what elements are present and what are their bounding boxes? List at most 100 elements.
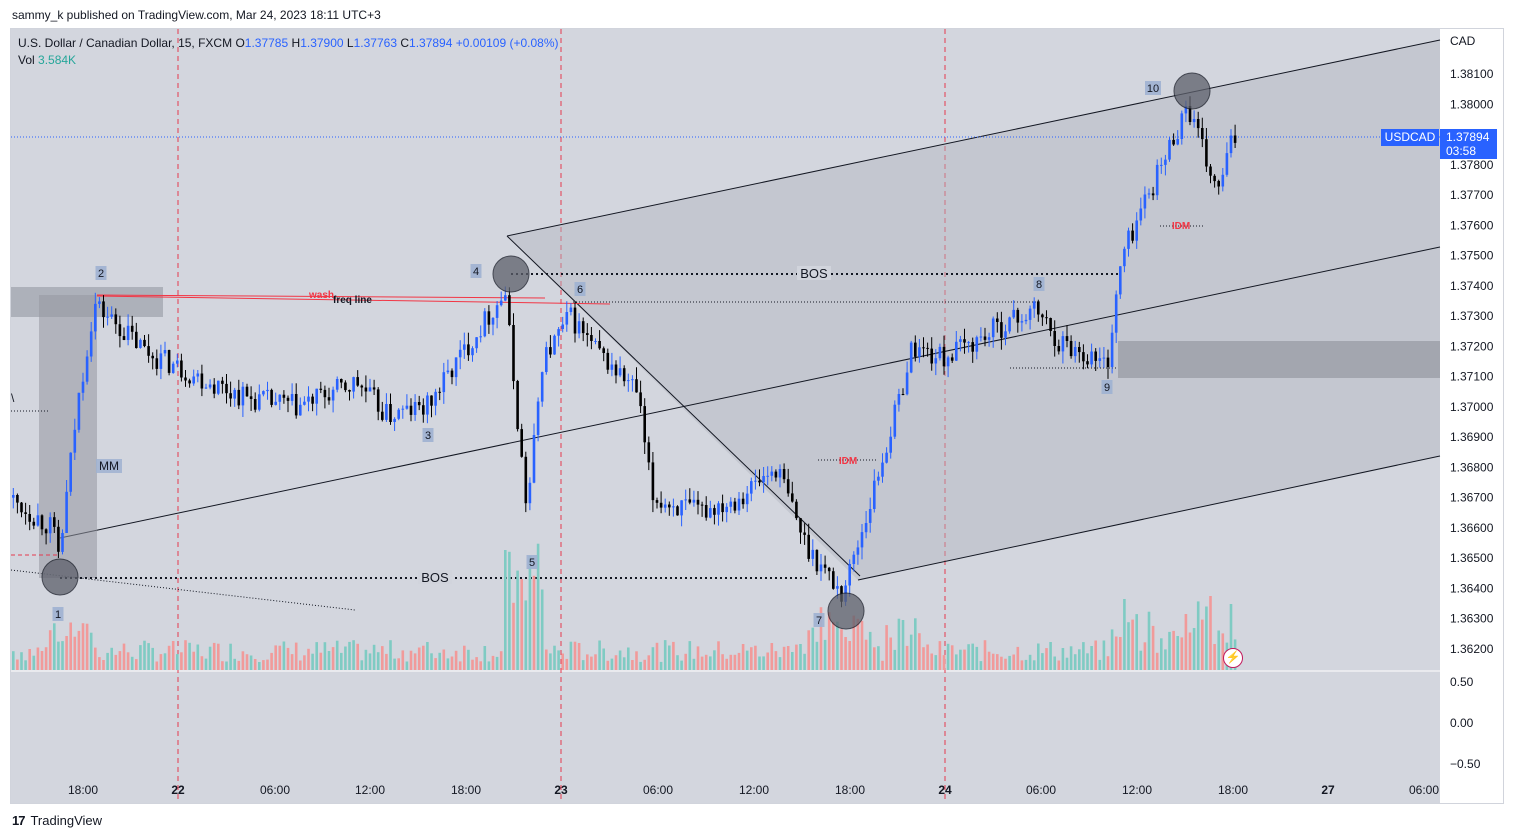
candle-body (253, 399, 257, 410)
volume-tick-label: −0.50 (1450, 757, 1481, 771)
candle-body (877, 476, 880, 481)
candle-body (1221, 174, 1225, 187)
candle-body (16, 495, 19, 503)
volume-bar (864, 639, 868, 670)
volume-bar (774, 651, 778, 670)
candle-body (791, 493, 794, 502)
volume-bar (832, 621, 835, 670)
candle-body (1008, 317, 1011, 332)
volume-bar (581, 660, 585, 670)
candle-body (356, 377, 359, 386)
volume-bar (737, 652, 741, 670)
volume-bar (909, 634, 913, 670)
volume-bar (405, 661, 409, 670)
candle-body (897, 394, 901, 405)
candle-body (249, 396, 253, 399)
volume-bar (741, 644, 745, 670)
candle-body (823, 564, 827, 568)
candle-body (1139, 208, 1143, 221)
volume-bar (836, 621, 839, 670)
candle-body (1180, 113, 1184, 139)
candle-body (909, 342, 913, 373)
candle-body (709, 508, 712, 518)
volume-bar (204, 658, 208, 670)
volume-bar (766, 652, 769, 670)
time-tick-label: 18:00 (835, 783, 865, 797)
volume-bar (143, 640, 146, 670)
price-tick-label: 1.36700 (1450, 491, 1494, 505)
mm-label-bg (96, 459, 122, 473)
candle-body (458, 349, 462, 358)
bos-label-bg-upper (797, 266, 831, 280)
bolt-icon[interactable]: ⚡ (1223, 648, 1243, 668)
volume-bar (553, 645, 556, 670)
volume-bar (569, 641, 573, 670)
footer-brand[interactable]: TradingView (30, 813, 103, 828)
volume-bar (540, 589, 544, 670)
point-label-8: 8 (1036, 279, 1042, 291)
candle-body (81, 381, 85, 393)
candle-body (1069, 341, 1073, 357)
candle-body (89, 331, 93, 357)
candle-body (1184, 106, 1188, 114)
idm-label-2: IDM (1172, 221, 1190, 232)
candle-body (430, 395, 433, 406)
volume-bar (401, 650, 405, 670)
candle-body (979, 336, 983, 338)
candle-body (192, 376, 195, 384)
candle-body (20, 502, 23, 513)
candle-body (934, 358, 938, 364)
candle-body (184, 377, 187, 381)
volume-bar (467, 649, 470, 670)
volume-bar (795, 644, 798, 670)
candle-body (770, 471, 774, 476)
volume-bar (643, 659, 646, 670)
point-label-7: 7 (816, 615, 822, 627)
candle-body (643, 406, 646, 443)
volume-bar (24, 660, 27, 670)
candle-body (233, 389, 236, 399)
volume-bar (188, 642, 191, 670)
volume-bar (1180, 637, 1184, 670)
volume-bar (89, 632, 93, 670)
volume-bar (926, 644, 929, 670)
volume-bar (561, 653, 564, 670)
volume-bar (139, 645, 142, 670)
price-tick-label: 1.38100 (1450, 67, 1494, 81)
candle-body (545, 347, 548, 372)
candle-body (491, 317, 495, 325)
point-label-3: 3 (425, 430, 431, 442)
candle-body (57, 526, 60, 552)
volume-bar (217, 643, 220, 670)
candle-body (963, 339, 966, 343)
volume-bar (299, 660, 302, 670)
candle-body (114, 314, 118, 325)
volume-bar (57, 641, 60, 670)
candle-body (750, 481, 753, 494)
volume-bar (614, 655, 618, 670)
tradingview-logo-icon[interactable]: 17 (12, 813, 26, 828)
candle-body (885, 452, 888, 463)
volume-bar (438, 652, 441, 670)
volume-bar (426, 642, 429, 670)
candle-body (495, 305, 499, 318)
volume-bar (413, 653, 417, 670)
volume-bar (651, 647, 655, 670)
candle-body (270, 389, 273, 405)
candle-body (983, 336, 987, 340)
volume-bar (860, 620, 864, 670)
volume-bar (996, 654, 999, 670)
swing-circle-3 (827, 592, 865, 630)
candle-body (1196, 119, 1200, 129)
current-symbol-tag: USDCAD (1381, 129, 1439, 146)
candle-body (590, 335, 593, 341)
candle-body (832, 571, 835, 589)
candle-body (188, 380, 191, 384)
price-tick-label: 1.36500 (1450, 551, 1494, 565)
volume-bar (983, 640, 987, 670)
candle-body (278, 394, 282, 402)
symbol-title[interactable]: U.S. Dollar / Canadian Dollar, 15, FXCM (18, 36, 233, 50)
time-tick-label: 18:00 (68, 783, 98, 797)
candle-body (782, 469, 786, 480)
